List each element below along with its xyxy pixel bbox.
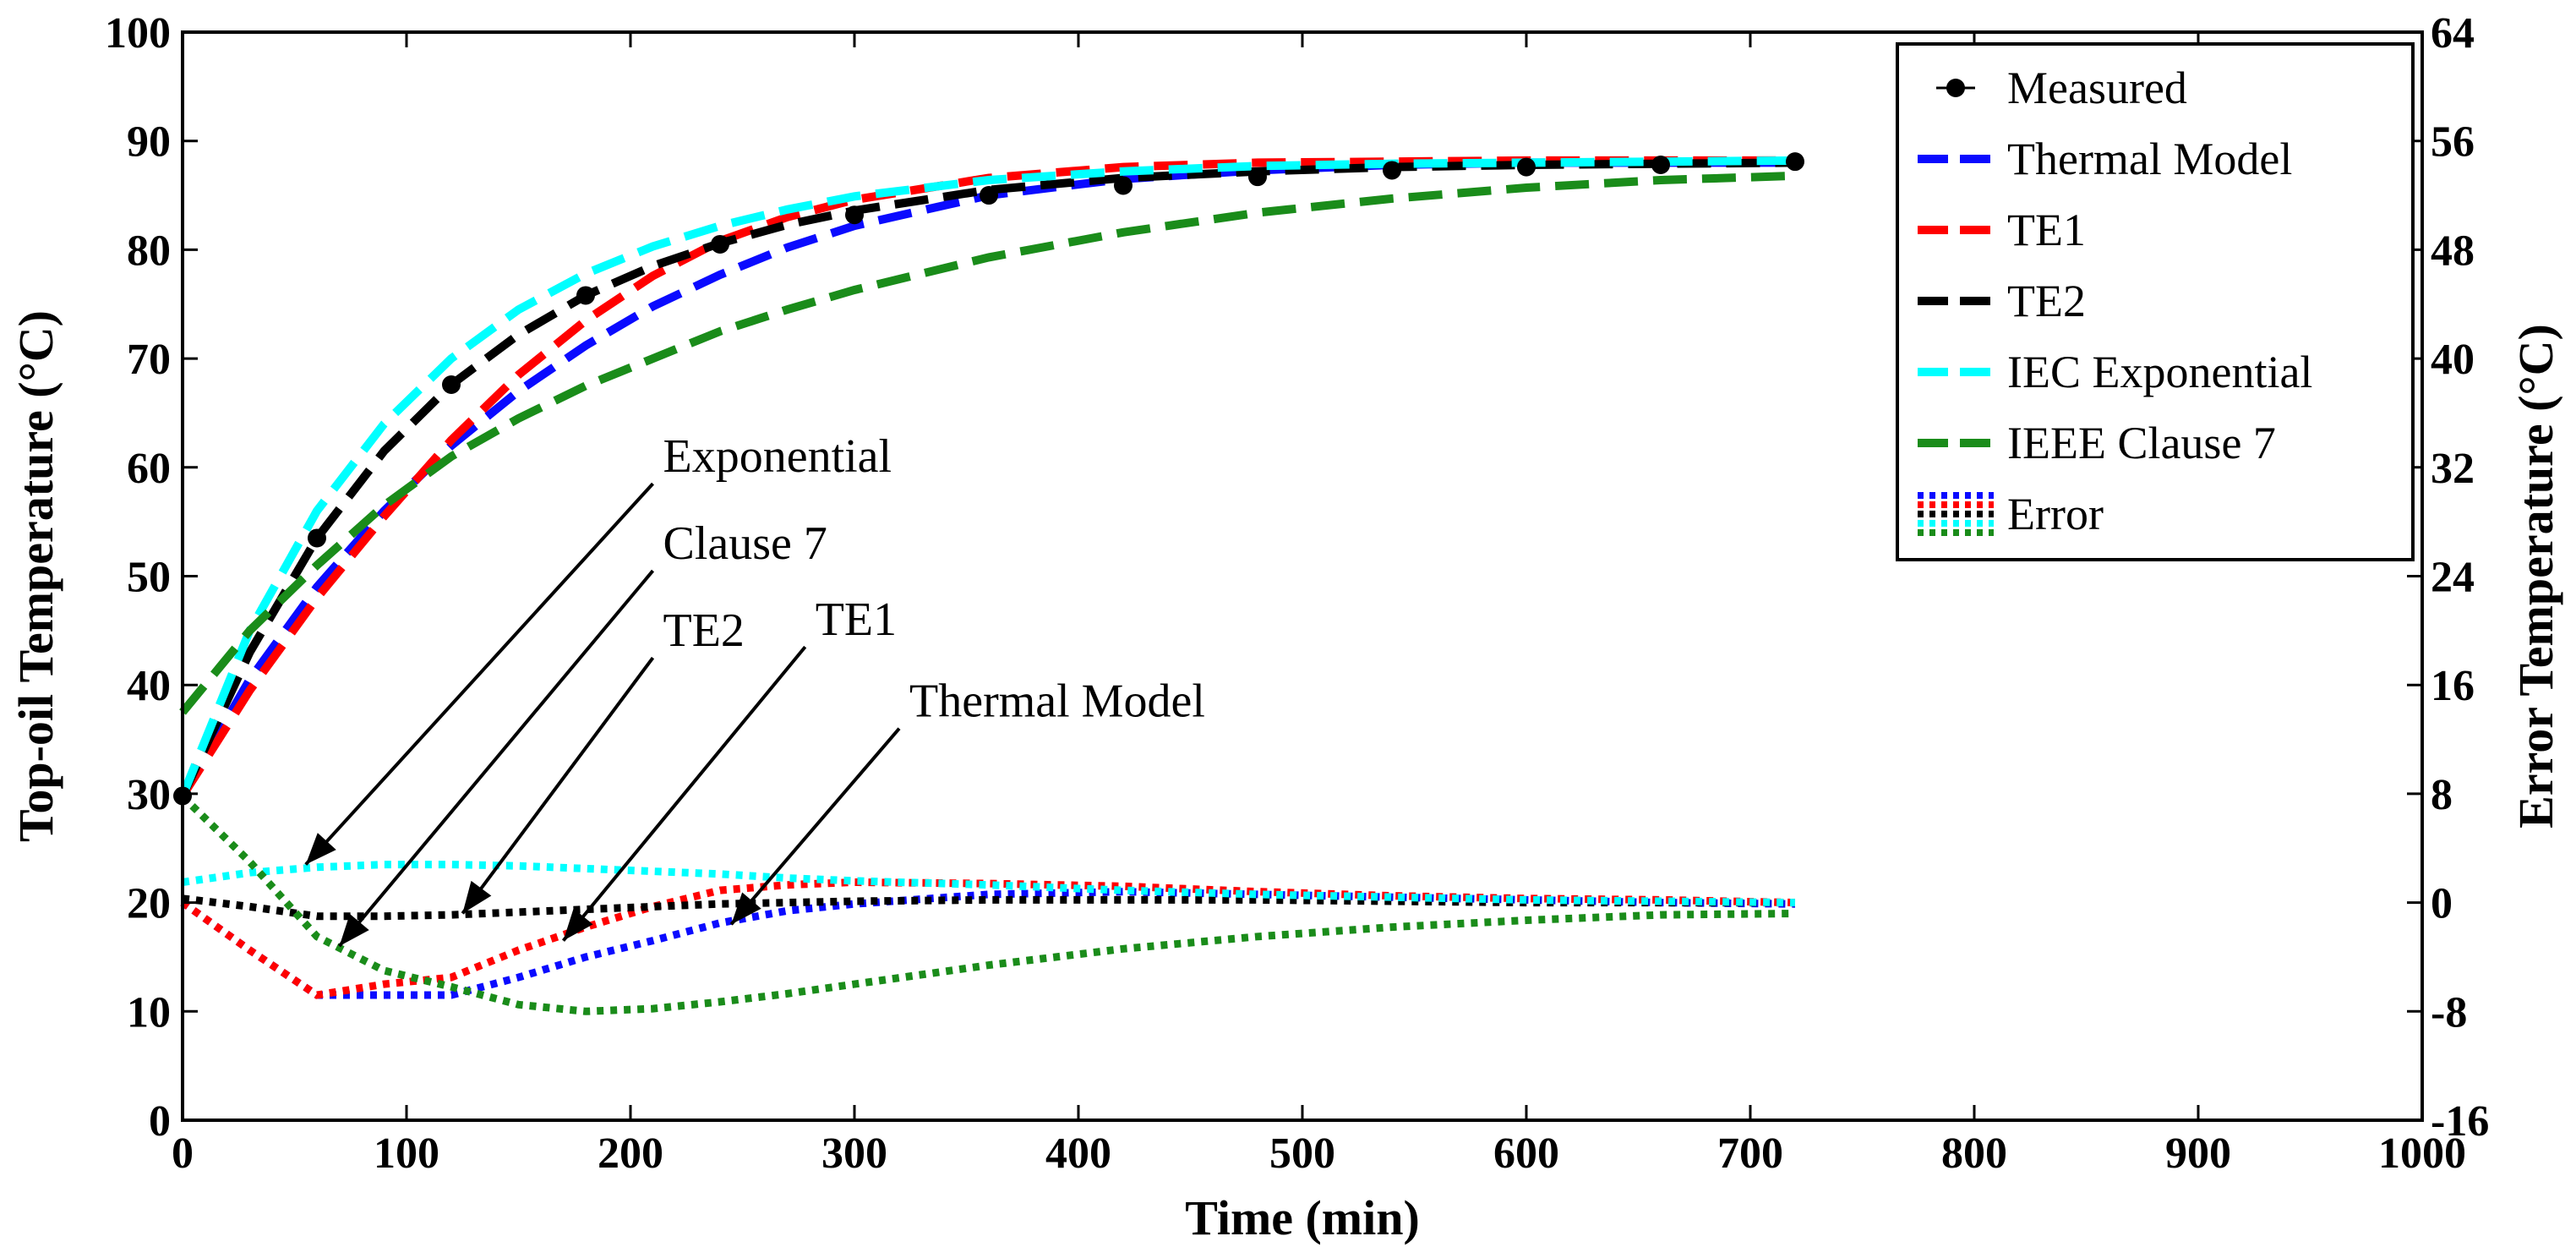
- legend-label-iec-exponential: IEC Exponential: [2007, 347, 2312, 397]
- measured-point: [711, 234, 729, 254]
- annotation-label-thermal-model: Thermal Model: [909, 675, 1205, 728]
- y-tick-label: 80: [127, 227, 171, 275]
- y-tick-label: 60: [127, 445, 171, 493]
- annotation-arrowhead: [731, 892, 761, 925]
- annotation-arrowhead: [563, 908, 593, 941]
- x-tick-label: 0: [172, 1129, 194, 1178]
- measured-point: [308, 528, 326, 548]
- series-ieee-clause-7: [179, 171, 1796, 715]
- x-tick-label: 1000: [2378, 1129, 2466, 1178]
- x-tick-label: 300: [821, 1129, 887, 1178]
- annotation-arrow-line: [729, 727, 901, 926]
- annotation-arrow-line: [461, 656, 655, 915]
- x-tick-label: 100: [374, 1129, 439, 1178]
- y-tick-label: 0: [149, 1097, 171, 1146]
- legend-label-error: Error: [2007, 489, 2104, 539]
- annotation-label-clause-7: Clause 7: [663, 517, 827, 570]
- annotation-arrowhead: [462, 880, 492, 914]
- y-tick-label: 40: [127, 662, 171, 710]
- axes-layer: 0 100 200 300 400 500 600 700 800 900 100001020304…: [105, 9, 2489, 1178]
- x-axis-title: Time (min): [1185, 1190, 1420, 1245]
- series-error-iec-exponential: [182, 861, 1796, 907]
- measured-point: [845, 205, 864, 225]
- measured-point: [1114, 176, 1132, 195]
- y2-tick-label: 8: [2431, 771, 2453, 819]
- y-tick-label: 10: [127, 988, 171, 1036]
- y2-tick-label: -16: [2431, 1097, 2489, 1146]
- annotation-arrowhead: [339, 914, 369, 947]
- y2-tick-label: 0: [2431, 880, 2453, 928]
- series-error-ieee-clause-7: [179, 793, 1796, 1015]
- legend: Measured Thermal Model TE1 TE2 IEC Exponenti…: [1896, 42, 2415, 561]
- measured-point: [1383, 161, 1401, 180]
- y-tick-label: 50: [127, 554, 171, 602]
- x-tick-label: 800: [1941, 1129, 2007, 1178]
- measured-point: [1517, 157, 1536, 177]
- y2-tick-label: -8: [2431, 988, 2467, 1036]
- legend-label-te2: TE2: [2007, 276, 2086, 326]
- x-tick-label: 600: [1493, 1129, 1559, 1178]
- series-layer: [178, 156, 1796, 799]
- x-tick-label: 400: [1045, 1129, 1111, 1178]
- y2-tick-label: 48: [2431, 227, 2475, 275]
- y-tick-label: 100: [105, 9, 171, 57]
- y2-axis-title: Error Temperature (°C): [2508, 324, 2563, 829]
- annotation-label-te1: TE1: [816, 593, 897, 646]
- y2-tick-label: 64: [2431, 9, 2475, 57]
- measured-point: [576, 286, 595, 305]
- annotation-arrowhead: [305, 833, 336, 865]
- measured-point: [1248, 167, 1267, 187]
- x-tick-label: 700: [1717, 1129, 1783, 1178]
- y-tick-label: 70: [127, 336, 171, 384]
- measured-point: [442, 375, 461, 394]
- measured-point: [1651, 156, 1670, 175]
- annotation-arrow-line: [561, 645, 807, 942]
- x-tick-label: 200: [598, 1129, 663, 1178]
- y-axis-title: Top-oil Temperature (°C): [8, 310, 63, 842]
- series-iec-exponential: [178, 156, 1796, 798]
- y-tick-label: 20: [127, 880, 171, 928]
- legend-label-te1: TE1: [2007, 205, 2086, 255]
- annotation-label-te2: TE2: [663, 604, 745, 657]
- annotation-arrow-line: [304, 482, 654, 866]
- y2-tick-label: 32: [2431, 445, 2475, 493]
- measured-point: [980, 186, 998, 205]
- measured-point: [1786, 152, 1804, 172]
- x-tick-label: 900: [2165, 1129, 2231, 1178]
- y2-tick-label: 40: [2431, 336, 2475, 384]
- x-tick-label: 500: [1269, 1129, 1335, 1178]
- legend-label-thermal-model: Thermal Model: [2007, 134, 2292, 184]
- y-tick-label: 90: [127, 118, 171, 167]
- annotation-arrow-line: [337, 569, 655, 948]
- legend-label-ieee-clause-7: IEEE Clause 7: [2007, 418, 2276, 468]
- annotation-label-exponential: Exponential: [663, 430, 892, 483]
- y2-tick-label: 56: [2431, 118, 2475, 167]
- y2-tick-label: 16: [2431, 662, 2475, 710]
- y2-tick-label: 24: [2431, 554, 2475, 602]
- legend-label-measured: Measured: [2007, 63, 2187, 113]
- y-tick-label: 30: [127, 771, 171, 819]
- legend-sample-measured: [1946, 79, 1965, 97]
